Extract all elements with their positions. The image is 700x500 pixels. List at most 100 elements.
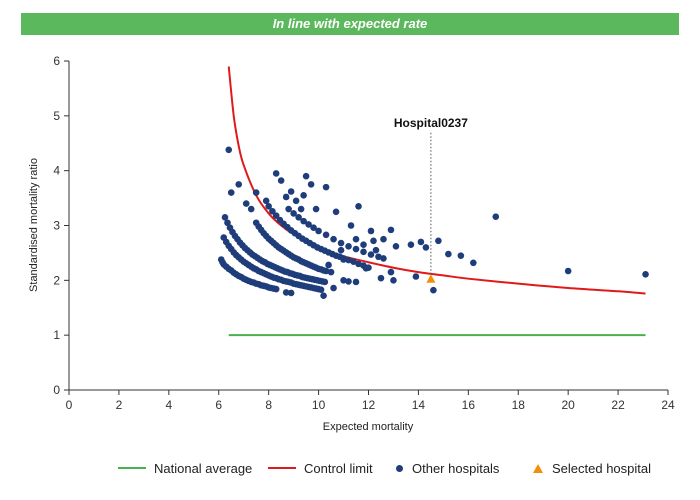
control-limit-swatch [268, 467, 296, 469]
other-hospital-point [327, 268, 335, 276]
other-hospital-point [322, 267, 330, 275]
other-hospital-point [287, 188, 295, 195]
other-hospital-point [337, 246, 345, 254]
other-hospital-point [352, 245, 360, 253]
legend-item-national: National average [118, 457, 252, 479]
other-hospital-point [322, 183, 330, 191]
other-hospital-point [362, 264, 370, 272]
other-hospital-point [360, 241, 367, 248]
x-tick-label: 8 [265, 398, 272, 412]
other-hospital-point [345, 256, 352, 264]
other-hospital-point [407, 241, 415, 248]
other-hospital-point [435, 237, 442, 245]
y-axis-label: Standardised mortality ratio [28, 158, 40, 292]
other-hospital-point [277, 177, 285, 184]
other-hospital-point [322, 231, 330, 239]
other-hospital-point [247, 205, 255, 213]
other-hospital-point [390, 277, 397, 284]
other-hospital-point [412, 273, 420, 280]
other-hospital-point [295, 213, 302, 221]
other-hospital-point [262, 197, 270, 205]
other-hospital-point [320, 292, 327, 299]
other-hospital-point [242, 200, 250, 207]
other-hospital-point [265, 203, 272, 210]
other-hospital-point [292, 197, 300, 205]
other-hospital-point [321, 278, 329, 286]
other-hospital-point [367, 227, 375, 235]
other-hospital-point [282, 193, 290, 201]
x-tick-label: 0 [66, 398, 73, 412]
other-hospital-point [375, 253, 382, 261]
other-hospital-point [370, 237, 377, 245]
legend-label-others: Other hospitals [412, 460, 500, 476]
other-hospital-point [225, 146, 233, 154]
other-hospital-point [269, 207, 276, 215]
legend-item-others: Other hospitals [396, 457, 499, 479]
y-tick-label: 2 [53, 273, 60, 287]
annotation-label: Hospital0237 [394, 116, 468, 130]
other-hospital-point [360, 248, 367, 256]
legend-label-selected: Selected hospital [552, 460, 652, 476]
selected-hospital-swatch [533, 463, 543, 473]
other-hospital-point [282, 289, 290, 296]
legend-label-control: Control limit [304, 460, 373, 476]
other-hospital-point [387, 226, 395, 234]
other-hospital-point [377, 274, 385, 282]
other-hospital-point [470, 259, 477, 267]
other-hospital-point [310, 224, 317, 231]
other-hospital-point [417, 238, 425, 246]
x-axis-label: Expected mortality [323, 421, 414, 433]
other-hospital-point [445, 250, 452, 258]
other-hospital-point [297, 205, 305, 213]
other-hospital-point [345, 243, 352, 250]
other-hospitals-swatch [396, 464, 403, 472]
status-banner: In line with expected rate [21, 13, 679, 35]
y-tick-label: 6 [53, 54, 60, 68]
other-hospital-point [330, 284, 337, 292]
other-hospital-point [315, 227, 322, 235]
other-hospital-point [317, 286, 325, 293]
other-hospital-point [392, 243, 400, 250]
other-hospital-point [352, 278, 360, 286]
other-hospital-point [330, 235, 337, 243]
other-hospital-point [272, 285, 280, 293]
other-hospital-point [302, 172, 310, 180]
other-hospital-point [380, 235, 387, 243]
other-hospital-point [300, 192, 307, 199]
other-hospital-point [224, 219, 231, 227]
other-hospital-point [312, 205, 320, 213]
other-hospital-point [352, 235, 360, 243]
y-tick-label: 3 [53, 219, 60, 233]
x-tick-label: 18 [512, 398, 526, 412]
other-hospital-point [350, 258, 357, 265]
other-hospital-point [307, 181, 315, 188]
x-tick-label: 20 [561, 398, 575, 412]
x-tick-label: 24 [661, 398, 675, 412]
x-tick-label: 2 [116, 398, 123, 412]
x-tick-label: 6 [215, 398, 222, 412]
legend-item-selected: Selected hospital [533, 457, 651, 479]
y-tick-label: 0 [53, 383, 60, 397]
other-hospital-point [290, 210, 297, 217]
x-tick-label: 12 [362, 398, 376, 412]
other-hospital-point [227, 189, 235, 196]
other-hospital-point [337, 239, 345, 247]
other-hospital-point [355, 203, 362, 210]
other-hospital-point [347, 222, 355, 229]
x-tick-label: 10 [312, 398, 326, 412]
other-hospital-point [272, 170, 280, 177]
other-hospital-point [380, 255, 387, 262]
other-hospital-point [300, 217, 307, 225]
x-tick-label: 22 [611, 398, 625, 412]
other-hospital-point [332, 208, 340, 216]
x-tick-label: 14 [412, 398, 426, 412]
other-hospital-point [564, 267, 572, 275]
other-hospital-point [387, 268, 395, 276]
other-hospital-point [272, 212, 280, 219]
other-hospital-point [340, 277, 347, 284]
other-hospital-point [430, 286, 437, 294]
other-hospital-point [252, 189, 260, 196]
other-hospital-point [457, 252, 465, 259]
other-hospital-point [287, 289, 295, 297]
other-hospital-point [221, 213, 229, 221]
